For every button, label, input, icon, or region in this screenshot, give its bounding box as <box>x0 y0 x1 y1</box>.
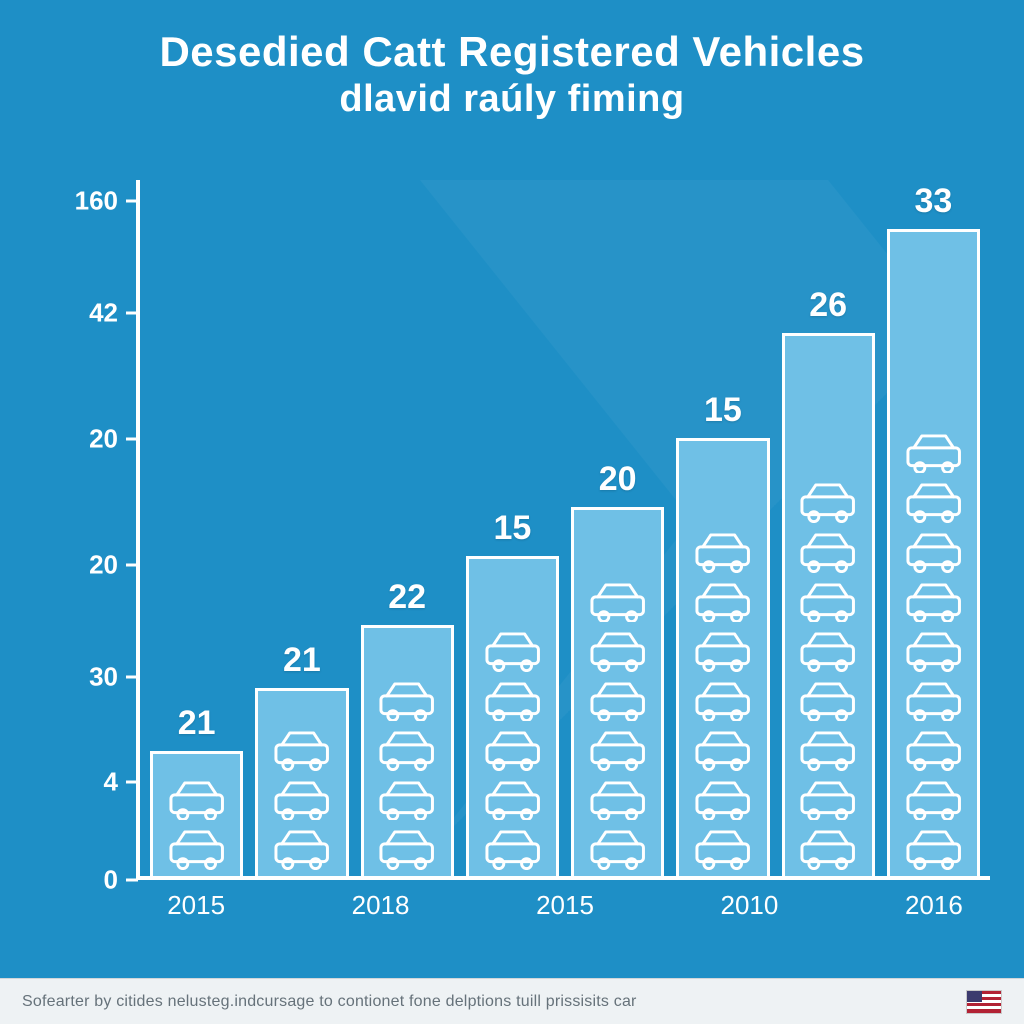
bar-value-label: 26 <box>809 286 847 325</box>
bar-value-label: 20 <box>599 460 637 499</box>
vehicle-icon <box>796 826 859 870</box>
bars-container: 21 21 22 15 20 15 26 33 <box>150 180 980 876</box>
vehicle-icon <box>691 678 754 722</box>
vehicle-icon <box>796 479 859 523</box>
vehicle-icon <box>375 678 438 722</box>
bar-chart: 1604220203040 2121221520152633 201520182… <box>70 180 990 940</box>
vehicle-icon <box>902 529 965 573</box>
y-tick-label: 30 <box>70 662 118 693</box>
vehicle-icon <box>375 727 438 771</box>
vehicle-icon <box>902 628 965 672</box>
vehicle-icon <box>165 826 228 870</box>
vehicle-icon <box>902 826 965 870</box>
vehicle-icon <box>586 579 649 623</box>
y-tick-label: 20 <box>70 424 118 455</box>
vehicle-icon <box>691 628 754 672</box>
vehicle-icon <box>796 777 859 821</box>
vehicle-icon <box>796 678 859 722</box>
vehicle-icon <box>586 727 649 771</box>
vehicle-icon <box>902 727 965 771</box>
us-flag-icon <box>966 990 1002 1014</box>
vehicle-icon <box>481 727 544 771</box>
x-axis-labels: 2015 2018 2015 2010 2016 <box>150 890 980 940</box>
vehicle-icon <box>586 777 649 821</box>
chart-title-main: Desedied Catt Registered Vehicles <box>0 28 1024 76</box>
y-tick-label: 20 <box>70 550 118 581</box>
bar-column: 26 <box>782 180 875 876</box>
vehicle-icon <box>796 628 859 672</box>
footer-text: Sofearter by citides nelusteg.indcursage… <box>22 993 637 1011</box>
bar-value-label: 22 <box>388 578 426 617</box>
bar-column: 15 <box>466 180 559 876</box>
vehicle-icon <box>586 628 649 672</box>
y-tick-label: 0 <box>70 865 118 896</box>
vehicle-icon <box>796 579 859 623</box>
bar-rect <box>782 333 875 876</box>
vehicle-icon <box>270 826 333 870</box>
x-tick-label <box>611 890 703 940</box>
y-tick-label: 160 <box>70 186 118 217</box>
vehicle-icon <box>481 826 544 870</box>
vehicle-icon <box>481 678 544 722</box>
bar-value-label: 21 <box>283 641 321 680</box>
bar-column: 21 <box>150 180 243 876</box>
bar-column: 22 <box>361 180 454 876</box>
vehicle-icon <box>691 826 754 870</box>
bar-value-label: 21 <box>178 704 216 743</box>
x-tick-label <box>796 890 888 940</box>
x-tick-label: 2015 <box>519 890 611 940</box>
bar-column: 15 <box>676 180 769 876</box>
vehicle-icon <box>691 529 754 573</box>
vehicle-icon <box>691 777 754 821</box>
vehicle-icon <box>902 777 965 821</box>
chart-title-sub: dlavid raúly fiming <box>0 78 1024 121</box>
bar-rect <box>887 229 980 876</box>
vehicle-icon <box>902 430 965 474</box>
vehicle-icon <box>902 678 965 722</box>
bar-column: 21 <box>255 180 348 876</box>
bar-rect <box>150 751 243 876</box>
chart-title-block: Desedied Catt Registered Vehicles dlavid… <box>0 28 1024 121</box>
vehicle-icon <box>902 579 965 623</box>
bar-rect <box>361 625 454 876</box>
bar-rect <box>466 556 559 876</box>
x-tick-label: 2018 <box>334 890 426 940</box>
vehicle-icon <box>796 529 859 573</box>
vehicle-icon <box>586 826 649 870</box>
vehicle-icon <box>375 826 438 870</box>
vehicle-icon <box>796 727 859 771</box>
vehicle-icon <box>481 777 544 821</box>
bar-value-label: 33 <box>914 182 952 221</box>
x-tick-label: 2015 <box>150 890 242 940</box>
bar-rect <box>571 507 664 876</box>
y-tick-label: 42 <box>70 298 118 329</box>
footer-bar: Sofearter by citides nelusteg.indcursage… <box>0 978 1024 1024</box>
bar-column: 33 <box>887 180 980 876</box>
bar-value-label: 15 <box>493 509 531 548</box>
vehicle-icon <box>586 678 649 722</box>
x-tick-label: 2010 <box>703 890 795 940</box>
y-tick-label: 4 <box>70 767 118 798</box>
y-axis: 1604220203040 <box>70 180 130 880</box>
vehicle-icon <box>375 777 438 821</box>
vehicle-icon <box>902 479 965 523</box>
bar-rect <box>676 438 769 876</box>
vehicle-icon <box>270 777 333 821</box>
vehicle-icon <box>691 727 754 771</box>
vehicle-icon <box>481 628 544 672</box>
vehicle-icon <box>165 777 228 821</box>
x-axis-line <box>136 876 990 880</box>
vehicle-icon <box>270 727 333 771</box>
x-tick-label <box>427 890 519 940</box>
bar-rect <box>255 688 348 876</box>
x-tick-label <box>242 890 334 940</box>
y-axis-line <box>136 180 140 880</box>
vehicle-icon <box>691 579 754 623</box>
bar-column: 20 <box>571 180 664 876</box>
x-tick-label: 2016 <box>888 890 980 940</box>
bar-value-label: 15 <box>704 391 742 430</box>
